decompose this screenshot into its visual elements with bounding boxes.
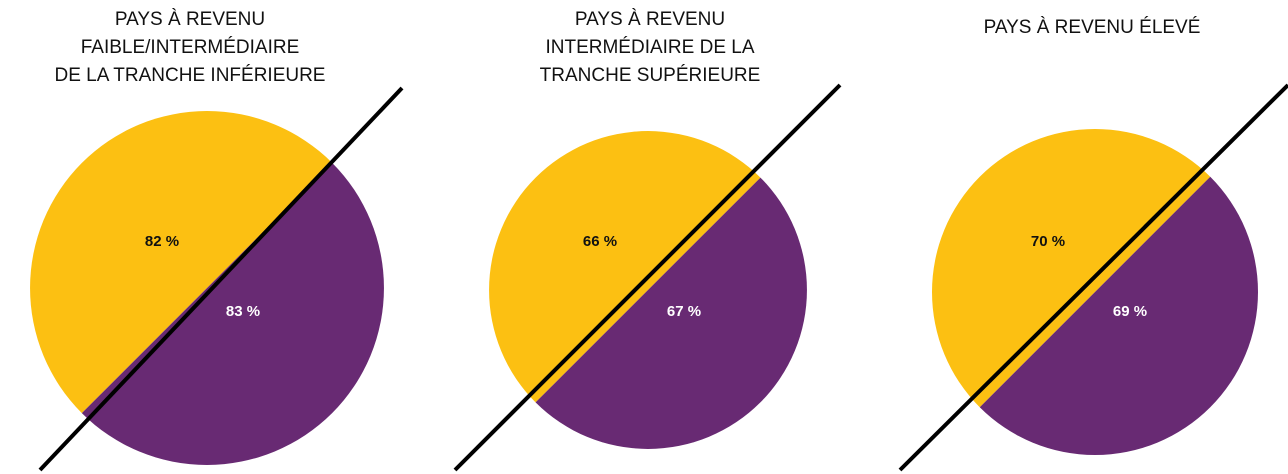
panel-title: PAYS À REVENU ÉLEVÉ (984, 17, 1201, 38)
panel-title: PAYS À REVENU (115, 9, 265, 30)
panel-title: FAIBLE/INTERMÉDIAIRE (81, 37, 300, 58)
divider (38, 86, 404, 472)
upper-half (489, 131, 761, 403)
upper-half (932, 128, 1211, 408)
panel-title: INTERMÉDIAIRE DE LA (545, 37, 754, 58)
divider (898, 83, 1288, 472)
upper-label: 66 % (583, 233, 617, 250)
lower-half (979, 176, 1258, 456)
upper-half (30, 111, 333, 414)
lower-label: 83 % (226, 303, 260, 320)
upper-label: 70 % (1031, 233, 1065, 250)
panel-title: TRANCHE SUPÉRIEURE (540, 65, 761, 86)
lower-label: 69 % (1113, 303, 1147, 320)
lower-half (81, 162, 384, 465)
panel-title: DE LA TRANCHE INFÉRIEURE (55, 65, 326, 86)
upper-label: 82 % (145, 233, 179, 250)
panel-title: PAYS À REVENU (575, 9, 725, 30)
divider (453, 83, 842, 472)
lower-label: 67 % (667, 303, 701, 320)
lower-half (535, 177, 807, 449)
